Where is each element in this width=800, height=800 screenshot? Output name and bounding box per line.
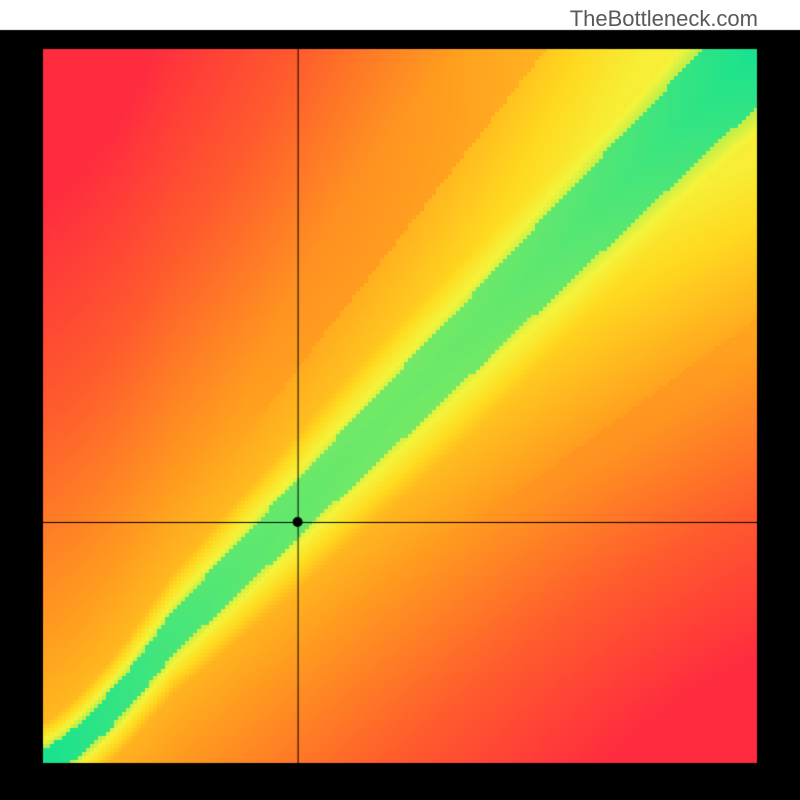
attribution-label: TheBottleneck.com xyxy=(570,6,758,32)
bottleneck-heatmap-canvas xyxy=(0,0,800,800)
